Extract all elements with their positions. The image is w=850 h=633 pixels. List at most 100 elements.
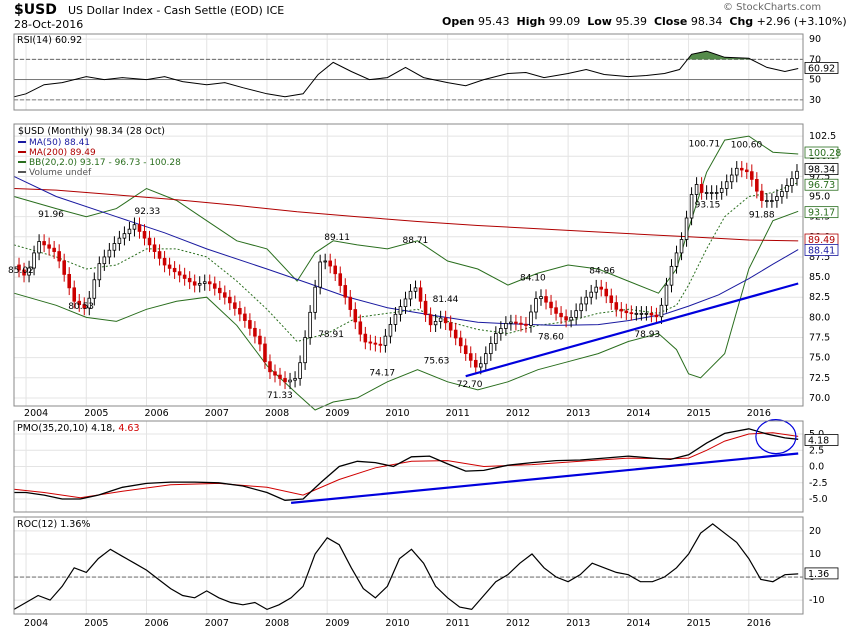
price-annotation: 74.17	[369, 368, 395, 378]
rsi-frame	[13, 33, 804, 111]
candle-body	[323, 260, 327, 263]
low-label: Low	[587, 15, 612, 28]
candle-body	[72, 287, 77, 302]
x-tick-label: 2012	[506, 408, 530, 419]
x-tick-label: 2005	[84, 618, 108, 629]
candle-body	[790, 178, 794, 187]
candle-body	[338, 273, 343, 286]
candle-body	[589, 291, 593, 298]
price-trendline	[465, 282, 799, 378]
open-label: Open	[442, 15, 475, 28]
candle-body	[770, 200, 774, 202]
pmo-last-value: 4.18	[804, 434, 839, 447]
candle-body	[739, 167, 744, 171]
y-tick-label: 82.5	[809, 292, 830, 303]
candle-body	[684, 217, 689, 240]
chart-title: US Dollar Index - Cash Settle (EOD) ICE	[68, 4, 284, 17]
candle-body	[318, 261, 322, 288]
candle-body	[709, 192, 714, 194]
x-tick-label: 2012	[506, 618, 530, 629]
candle-body	[112, 243, 117, 251]
price-annotation: 78.93	[634, 330, 660, 340]
candle-body	[328, 260, 332, 267]
candle-body	[97, 263, 102, 281]
rsi-year-grid	[25, 34, 750, 110]
x-tick-label: 2007	[205, 408, 229, 419]
roc-last-value: 1.36	[804, 567, 839, 580]
y-tick-label: 72.5	[809, 373, 830, 384]
rsi-line	[13, 50, 799, 98]
ma50-line	[13, 175, 799, 326]
candle-body	[604, 288, 609, 297]
x-tick-label: 2006	[145, 618, 169, 629]
last-value-label: 93.17	[808, 208, 835, 219]
candle-body	[619, 308, 624, 312]
candle-body	[664, 284, 669, 306]
candle-body	[494, 333, 498, 344]
candle-body	[499, 328, 503, 334]
chart-exchange: ICE	[266, 4, 285, 17]
candle-body	[228, 296, 232, 304]
candle-body	[348, 296, 353, 310]
price-annotation: 85.02	[8, 266, 34, 276]
candle-body	[52, 247, 56, 252]
last-value-label: 89.49	[808, 235, 835, 246]
candle-body	[142, 231, 147, 239]
candle-body	[132, 224, 137, 230]
candle-body	[92, 279, 97, 299]
candle-body	[398, 306, 403, 315]
candle-body	[624, 310, 629, 314]
price-annotation: 88.71	[403, 236, 429, 246]
candle-body	[32, 252, 36, 269]
price-annotation: 93.15	[695, 200, 721, 210]
last-value-label: 100.28	[808, 148, 841, 159]
candle-body	[408, 290, 413, 300]
y-tick-label: 77.5	[809, 333, 830, 344]
candle-body	[504, 323, 508, 329]
price-last-close: 98.34	[804, 163, 839, 176]
price-annotation: 78.60	[538, 333, 564, 343]
y-tick-label: -2.5	[809, 478, 828, 489]
y-tick-label: 2.5	[809, 445, 824, 456]
x-tick-label: 2005	[84, 408, 108, 419]
legend-entry: MA(50) 88.41	[29, 138, 90, 148]
candle-body	[223, 292, 227, 298]
price-annotation: 78.91	[318, 330, 344, 340]
chart-symbol: $USD	[14, 2, 57, 18]
last-value-box	[804, 567, 839, 580]
candle-body	[433, 320, 438, 326]
candle-body	[207, 281, 212, 285]
candle-body	[780, 191, 784, 197]
candle-body	[303, 337, 307, 364]
candle-body	[755, 178, 759, 192]
candle-body	[243, 313, 247, 321]
candle-body	[634, 312, 639, 315]
candle-body	[383, 335, 388, 346]
close-value: 98.34	[690, 15, 723, 28]
candle-body	[273, 371, 277, 376]
candle-body	[724, 181, 729, 189]
y-tick-label: 75.0	[809, 353, 830, 364]
candle-body	[353, 309, 358, 323]
y-tick-label: 80.0	[809, 312, 830, 323]
price-legend-title: $USD (Monthly) 98.34 (28 Oct)	[18, 126, 165, 137]
candle-body	[248, 320, 252, 329]
candle-body	[438, 317, 443, 322]
price-annotation: 81.44	[433, 295, 459, 305]
pmo-y-axis: 5.02.50.0-2.5-5.0	[14, 429, 828, 505]
candle-body	[714, 192, 719, 194]
candle-body	[393, 313, 398, 325]
pmo-trendline	[290, 452, 799, 504]
y-tick-label: 85.0	[809, 272, 830, 283]
last-value-box	[804, 206, 839, 219]
candle-body	[172, 267, 177, 273]
candle-body	[288, 379, 292, 383]
candle-body	[654, 314, 659, 318]
candle-body	[82, 304, 87, 309]
candle-body	[238, 308, 242, 315]
candle-body	[669, 265, 674, 286]
candle-body	[147, 237, 152, 246]
candle-body	[62, 260, 66, 275]
candle-body	[699, 184, 704, 193]
